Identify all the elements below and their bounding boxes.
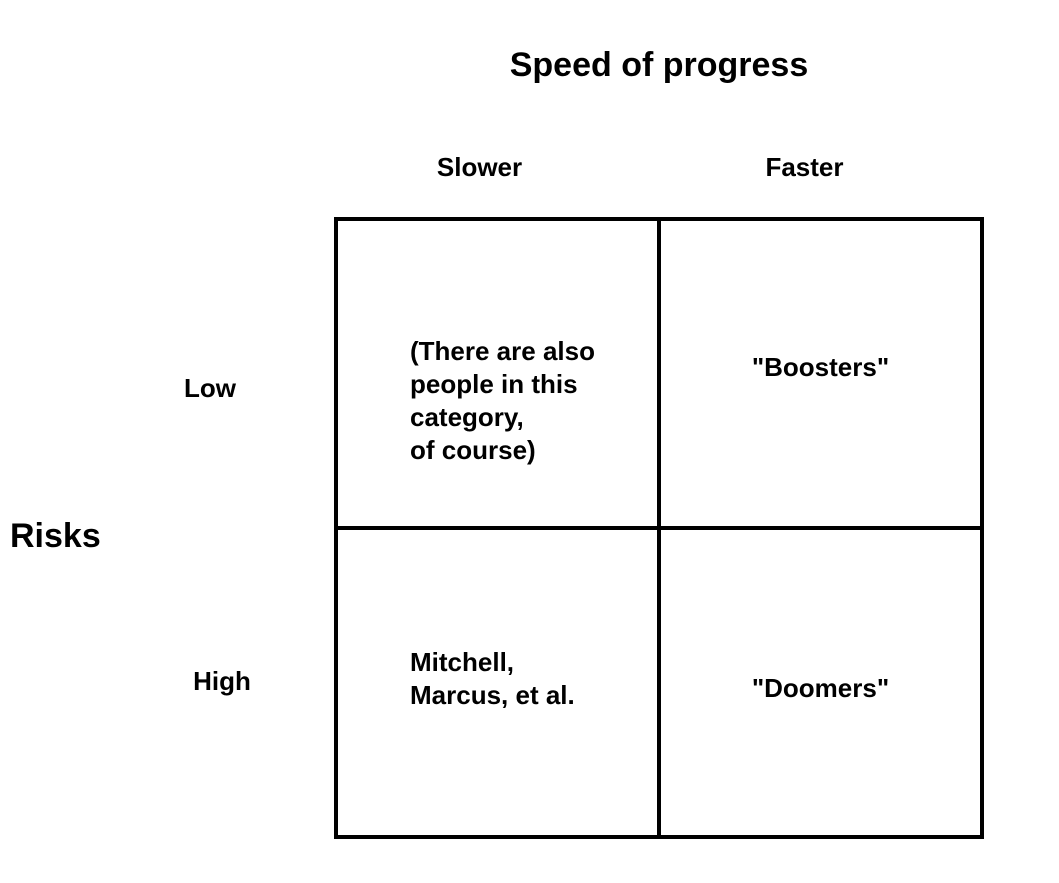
cell-high-slower: Mitchell, Marcus, et al.: [410, 647, 575, 710]
matrix-grid: (There are also people in this category,…: [334, 217, 984, 839]
diagram-title: Speed of progress: [509, 46, 809, 84]
horizontal-divider: [338, 526, 980, 530]
row-header-low: Low: [184, 373, 236, 403]
cell-high-faster: "Doomers": [751, 673, 890, 703]
cell-low-slower: (There are also people in this category,…: [410, 336, 595, 465]
column-header-slower: Slower: [436, 152, 523, 182]
row-header-high: High: [193, 666, 251, 696]
column-header-faster: Faster: [765, 152, 844, 182]
y-axis-title: Risks: [10, 517, 101, 555]
cell-low-faster: "Boosters": [751, 352, 890, 382]
